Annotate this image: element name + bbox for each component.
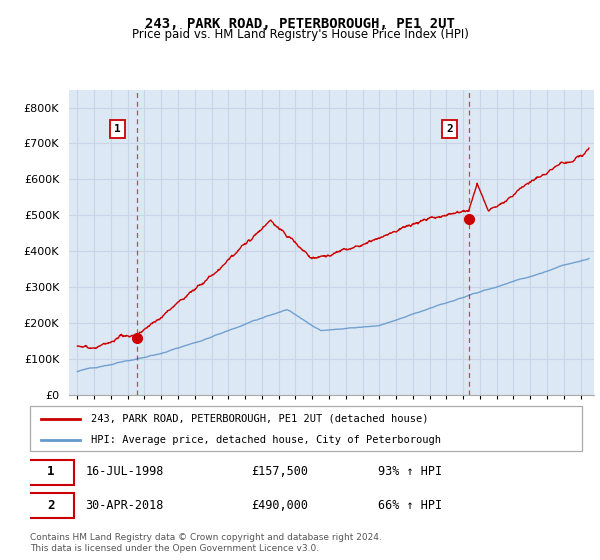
Text: 93% ↑ HPI: 93% ↑ HPI [378,465,442,478]
FancyBboxPatch shape [27,460,74,484]
Text: 66% ↑ HPI: 66% ↑ HPI [378,499,442,512]
Text: £157,500: £157,500 [251,465,308,478]
Text: 1: 1 [47,465,55,478]
Text: 2: 2 [47,499,55,512]
FancyBboxPatch shape [30,406,582,451]
Text: 243, PARK ROAD, PETERBOROUGH, PE1 2UT: 243, PARK ROAD, PETERBOROUGH, PE1 2UT [145,17,455,31]
Text: 16-JUL-1998: 16-JUL-1998 [85,465,164,478]
Text: 1: 1 [114,124,121,134]
Text: Price paid vs. HM Land Registry's House Price Index (HPI): Price paid vs. HM Land Registry's House … [131,28,469,41]
Text: 243, PARK ROAD, PETERBOROUGH, PE1 2UT (detached house): 243, PARK ROAD, PETERBOROUGH, PE1 2UT (d… [91,413,428,423]
FancyBboxPatch shape [27,493,74,518]
Text: Contains HM Land Registry data © Crown copyright and database right 2024.
This d: Contains HM Land Registry data © Crown c… [30,533,382,553]
Text: 2: 2 [446,124,452,134]
Text: HPI: Average price, detached house, City of Peterborough: HPI: Average price, detached house, City… [91,435,441,445]
Text: £490,000: £490,000 [251,499,308,512]
Text: 30-APR-2018: 30-APR-2018 [85,499,164,512]
